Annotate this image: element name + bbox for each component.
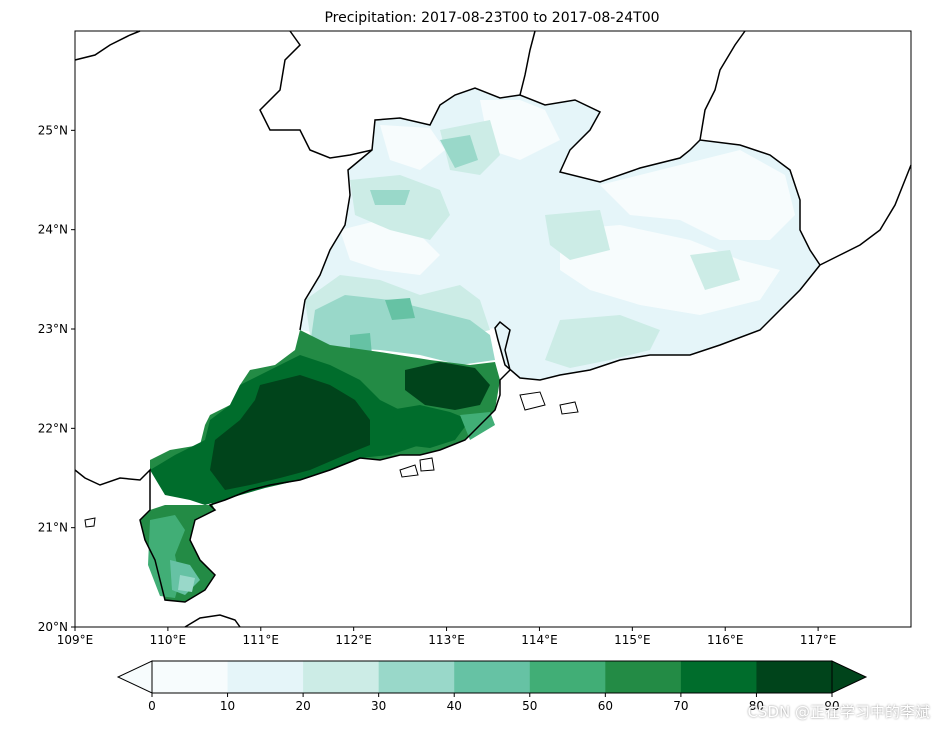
colorbar-segment [152,661,229,693]
colorbar-tick-label: 60 [598,699,613,713]
lon-tick-label: 111°E [243,633,280,647]
map-title: Precipitation: 2017-08-23T00 to 2017-08-… [324,10,659,26]
lat-tick-label: 20°N [38,620,68,634]
colorbar-segment [378,661,455,693]
lat-tick-label: 24°N [38,223,68,237]
lon-tick-label: 112°E [335,633,372,647]
lon-tick-label: 110°E [150,633,187,647]
lon-tick-label: 115°E [614,633,651,647]
province-border [299,87,821,331]
lon-tick-label: 113°E [428,633,465,647]
lat-tick-label: 21°N [38,521,68,535]
colorbar-tick-label: 0 [148,699,156,713]
colorbar-tick-label: 10 [220,699,235,713]
colorbar-tick-label: 50 [522,699,537,713]
colorbar-segment [303,661,380,693]
lat-tick-label: 25°N [38,123,68,137]
colorbar-tick-label: 40 [447,699,462,713]
lat-tick-label: 22°N [38,421,68,435]
colorbar-segment [756,661,833,693]
colorbar-segment [680,661,757,693]
latitude-axis: 20°N 21°N 22°N 23°N 24°N 25°N [38,123,75,634]
colorbar-segment [454,661,531,693]
lon-tick-label: 109°E [57,633,94,647]
colorbar: 0 10 20 30 40 50 60 70 80 90 [116,660,868,713]
colorbar-segment [227,661,304,693]
coastline [74,264,821,603]
longitude-axis: 109°E 110°E 111°E 112°E 113°E 114°E 115°E 116°E… [57,627,837,647]
colorbar-segment [529,661,606,693]
colorbar-tick-label: 70 [673,699,688,713]
precipitation-field [140,88,820,602]
watermark: CSDN @正在学习中的李斌 [747,703,930,721]
colorbar-extend-min [116,660,153,694]
boundary-lines [74,30,912,628]
colorbar-segment [605,661,682,693]
colorbar-tick-label: 20 [295,699,310,713]
lon-tick-label: 117°E [800,633,837,647]
colorbar-tick-label: 30 [371,699,386,713]
colorbar-outline [151,660,833,694]
lon-tick-label: 114°E [521,633,558,647]
colorbar-tick-label: 90 [824,699,839,713]
lat-tick-label: 23°N [38,322,68,336]
lon-tick-label: 116°E [707,633,744,647]
colorbar-extend-max [831,660,868,694]
colorbar-tick-label: 80 [749,699,764,713]
